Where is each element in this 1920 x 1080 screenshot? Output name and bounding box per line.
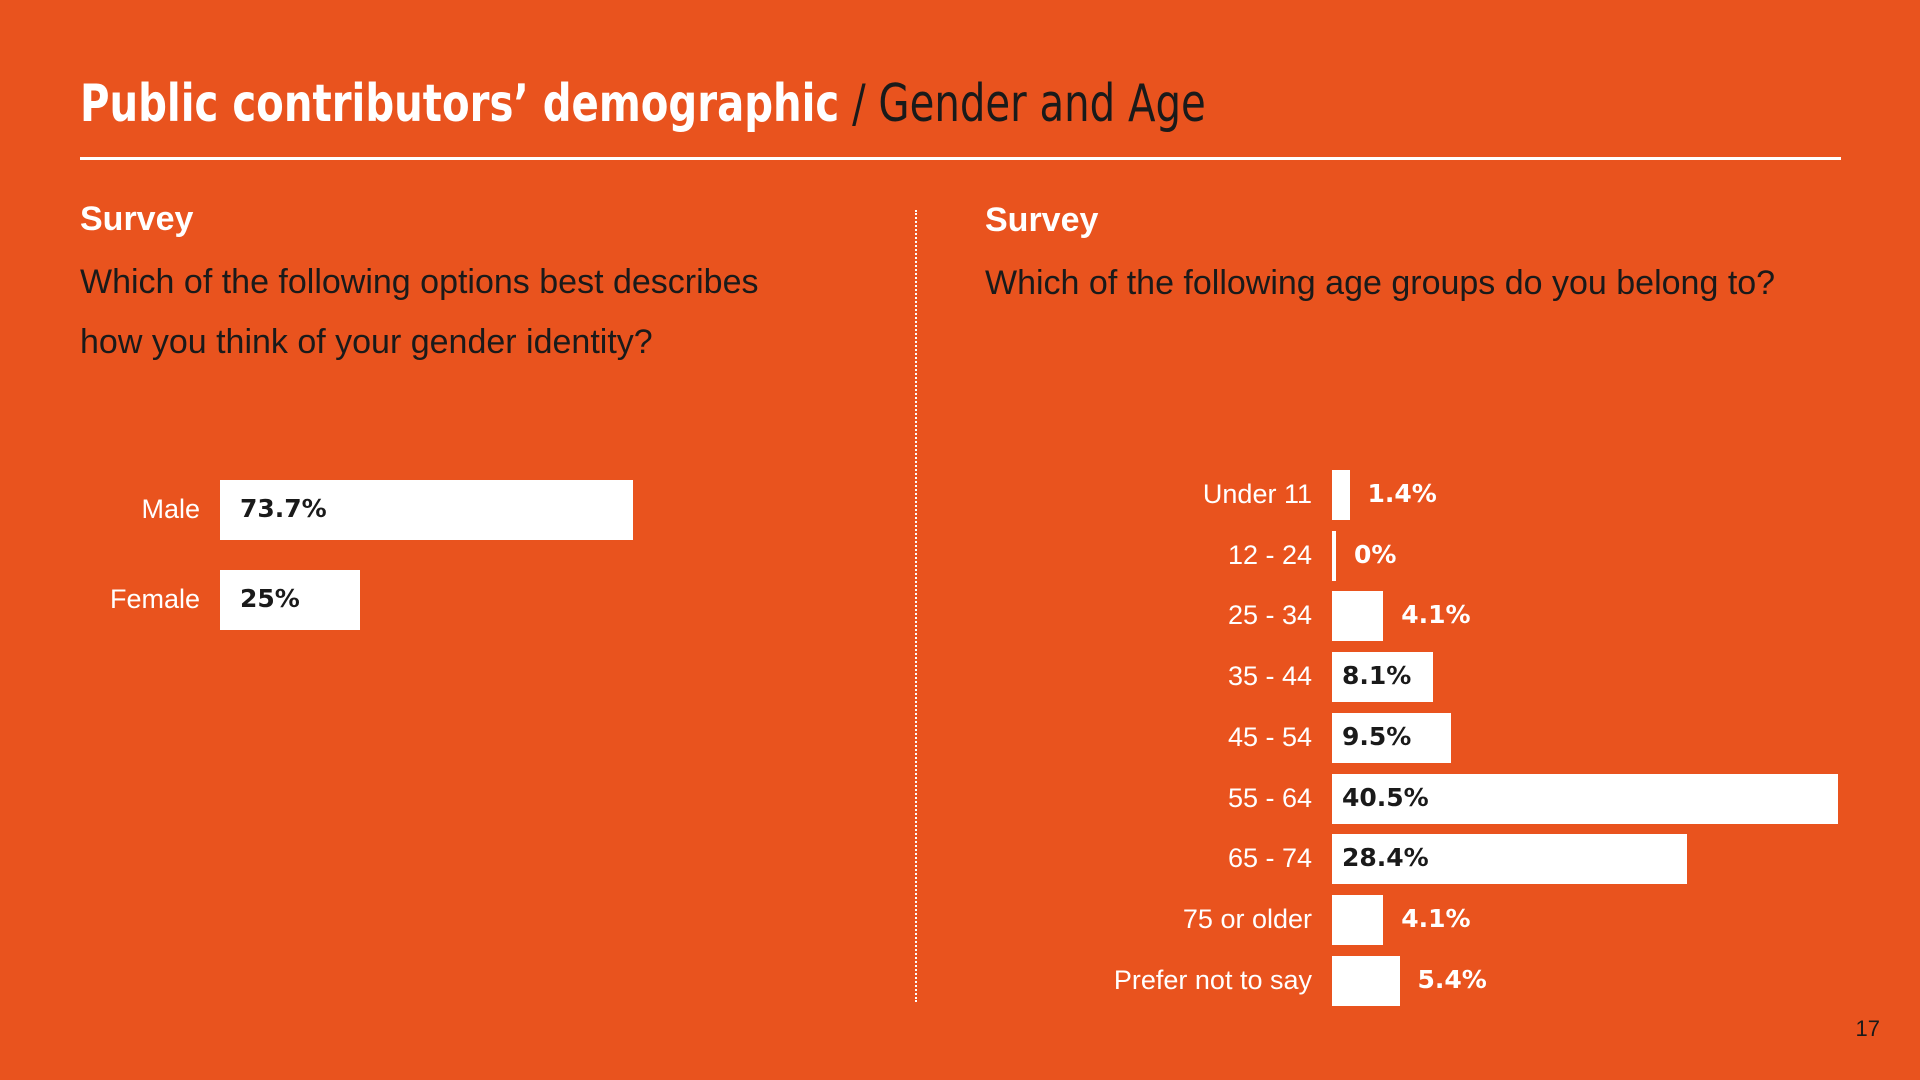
- category-label: 75 or older: [1182, 903, 1312, 934]
- bar: [1332, 955, 1400, 1006]
- category-label: 65 - 74: [1227, 843, 1312, 874]
- bar: [1332, 530, 1336, 581]
- category-label: Female: [109, 584, 200, 614]
- value-label: 0%: [1354, 539, 1397, 569]
- category-label: Male: [141, 494, 200, 524]
- bar: [1332, 470, 1350, 520]
- bar: [1332, 591, 1384, 642]
- value-label: 9.5%: [1342, 721, 1412, 751]
- value-label: 1.4%: [1367, 479, 1437, 508]
- bar: [1332, 834, 1687, 885]
- bar: [1332, 773, 1839, 824]
- value-label: 28.4%: [1342, 843, 1429, 873]
- category-label: 55 - 64: [1227, 782, 1312, 813]
- left-question: Which of the following options best desc…: [80, 252, 900, 372]
- value-label: 40.5%: [1342, 782, 1429, 812]
- value-label: 4.1%: [1401, 600, 1471, 630]
- bar: [220, 480, 633, 540]
- title-main: Public contributors’ demographic: [80, 74, 840, 134]
- title-sub: Gender and Age: [878, 74, 1206, 134]
- bar: [1332, 652, 1434, 703]
- value-label: 73.7%: [240, 494, 327, 523]
- value-label: 25%: [240, 584, 300, 613]
- left-question-line1: Which of the following options best desc…: [80, 263, 759, 301]
- right-question: Which of the following age groups do you…: [985, 264, 1776, 302]
- category-label: 25 - 34: [1227, 600, 1312, 631]
- right-survey-label: Survey: [985, 201, 1099, 239]
- category-label: 12 - 24: [1227, 539, 1312, 570]
- left-survey-label: Survey: [80, 200, 194, 238]
- left-question-line2: how you think of your gender identity?: [80, 323, 653, 361]
- page-number: 17: [1855, 1016, 1880, 1041]
- value-label: 8.1%: [1342, 661, 1412, 691]
- bar: [1332, 712, 1451, 763]
- value-label: 5.4%: [1417, 964, 1487, 994]
- category-label: Prefer not to say: [1113, 964, 1312, 995]
- title-separator: /: [852, 74, 866, 134]
- title-rule: [80, 157, 1841, 160]
- value-label: 4.1%: [1401, 903, 1471, 933]
- category-label: 35 - 44: [1227, 661, 1312, 692]
- page-title: Public contributors’ demographic / Gende…: [80, 72, 1206, 136]
- category-label: Under 11: [1202, 479, 1312, 509]
- category-label: 45 - 54: [1227, 721, 1312, 752]
- panel-divider: [915, 210, 917, 1002]
- bar: [1332, 894, 1384, 945]
- bar: [220, 570, 360, 630]
